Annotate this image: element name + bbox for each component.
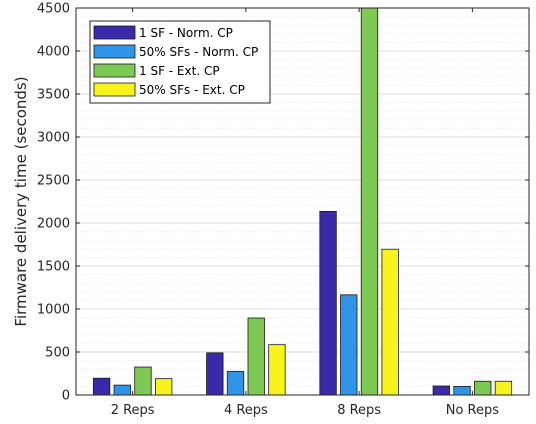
y-tick-label: 2000 bbox=[37, 217, 70, 232]
y-tick-label: 3000 bbox=[37, 131, 70, 146]
bar-4-reps-series-1 bbox=[206, 352, 224, 396]
x-tick-label: No Reps bbox=[446, 403, 500, 418]
bar-8-reps-series-2 bbox=[340, 294, 358, 396]
bar-8-reps-series-4 bbox=[381, 248, 399, 396]
y-tick-label: 4000 bbox=[37, 45, 70, 60]
y-tick-label: 1000 bbox=[37, 303, 70, 318]
bar-2-reps-series-2 bbox=[113, 384, 131, 396]
y-tick-label: 2500 bbox=[37, 174, 70, 189]
legend-label: 1 SF - Norm. CP bbox=[139, 26, 233, 40]
bar-2-reps-series-3 bbox=[134, 366, 152, 396]
x-tick-label: 2 Reps bbox=[111, 403, 155, 418]
bars bbox=[92, 7, 513, 396]
plot-area-border bbox=[75, 7, 530, 396]
legend-label: 1 SF - Ext. CP bbox=[139, 64, 220, 78]
legend-swatch bbox=[93, 82, 136, 97]
bar-8-reps-series-1 bbox=[319, 210, 337, 396]
bar-no-reps-series-1 bbox=[432, 385, 450, 396]
legend-label: 50% SFs - Ext. CP bbox=[139, 83, 245, 97]
bar-2-reps-series-1 bbox=[92, 377, 111, 396]
bar-no-reps-series-4 bbox=[494, 380, 513, 396]
x-axis-ticks: 2 Reps 4 Reps 8 Reps No Reps bbox=[111, 8, 500, 418]
y-tick-label: 4500 bbox=[37, 2, 70, 17]
bar-no-reps-series-3 bbox=[474, 380, 492, 396]
y-tick-label: 500 bbox=[45, 346, 70, 361]
y-tick-label: 3500 bbox=[37, 88, 70, 103]
legend-swatch bbox=[93, 63, 136, 78]
legend-swatch bbox=[93, 25, 136, 40]
y-axis-label: Firmware delivery time (seconds) bbox=[12, 76, 30, 326]
y-tick-label: 1500 bbox=[37, 260, 70, 275]
legend-label: 50% SFs - Norm. CP bbox=[139, 45, 258, 59]
bar-4-reps-series-4 bbox=[268, 344, 286, 396]
legend: 1 SF - Norm. CP 50% SFs - Norm. CP 1 SF - … bbox=[89, 20, 271, 104]
legend-swatch bbox=[93, 44, 136, 59]
bar-4-reps-series-3 bbox=[247, 317, 265, 396]
bar-8-reps-series-3 bbox=[360, 7, 379, 396]
x-tick-label: 4 Reps bbox=[224, 403, 268, 418]
bar-no-reps-series-2 bbox=[453, 385, 471, 396]
bar-4-reps-series-2 bbox=[226, 370, 245, 396]
x-tick-label: 8 Reps bbox=[337, 403, 381, 418]
bar-2-reps-series-4 bbox=[155, 378, 173, 396]
y-axis-ticks: 0 500 1000 1500 2000 2500 3000 3500 4000 4500 bbox=[37, 2, 529, 404]
y-tick-label: 0 bbox=[62, 389, 70, 404]
